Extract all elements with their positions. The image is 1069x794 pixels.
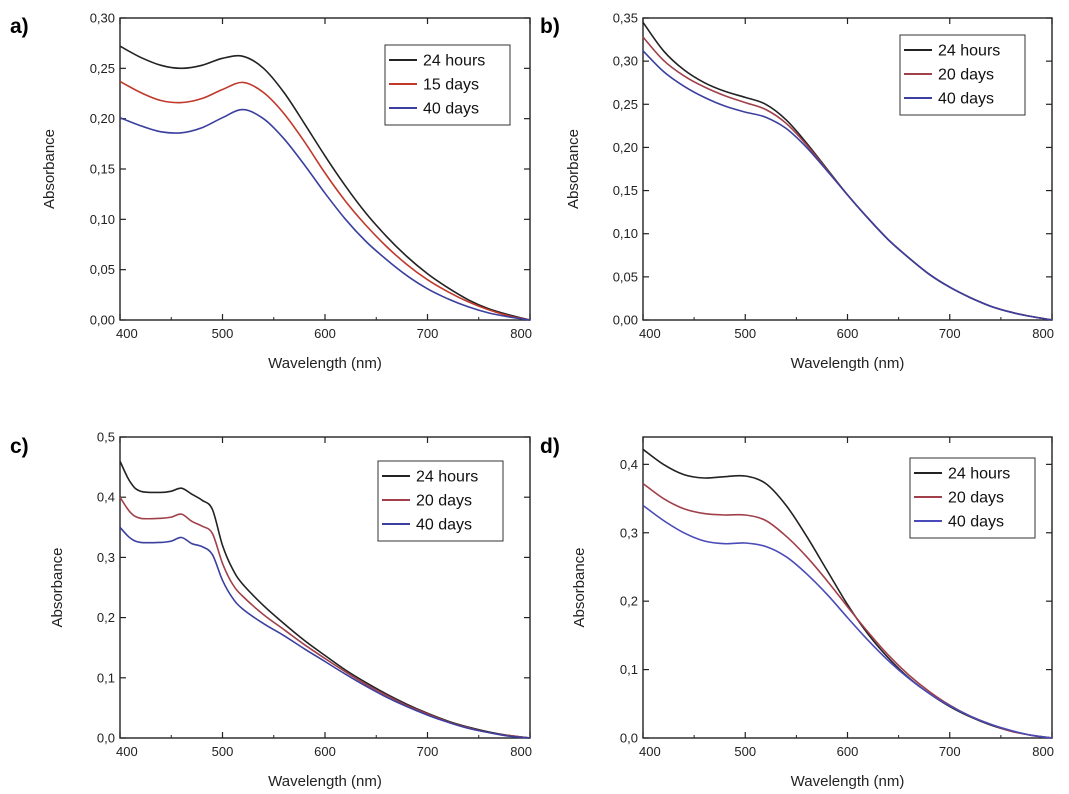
y-tick-label: 0,15 [613, 183, 638, 198]
y-tick-label: 0,00 [613, 313, 638, 328]
x-tick-label: 800 [1032, 744, 1054, 759]
y-tick-label: 0,10 [90, 212, 115, 227]
legend: 24 hours 20 days 40 days [909, 457, 1036, 539]
y-tick-label: 0,3 [620, 525, 638, 540]
panel-letter: a) [10, 15, 29, 38]
x-tick-label: 600 [314, 326, 336, 341]
series-line-3 [642, 504, 1053, 739]
chart-panel-3: c) 400 500 600 700 800 0,0 0,1 0,2 0,3 0,4 0,5 Wavel… [10, 430, 532, 791]
x-tick-label: 500 [212, 326, 234, 341]
legend: 24 hours 20 days 40 days [377, 460, 504, 542]
y-tick-label: 0,2 [620, 594, 638, 609]
y-tick-label: 0,2 [97, 610, 115, 625]
x-tick-label: 500 [212, 744, 234, 759]
y-tick-label: 0,15 [90, 162, 115, 177]
x-tick-label: 400 [639, 326, 661, 341]
x-tick-label: 600 [837, 744, 859, 759]
y-tick-label: 0,20 [90, 111, 115, 126]
legend: 24 hours 20 days 40 days [899, 34, 1026, 116]
x-tick-label: 400 [116, 326, 138, 341]
y-tick-label: 0,30 [613, 54, 638, 69]
series-line-3 [642, 50, 1053, 321]
y-tick-label: 0,4 [620, 457, 638, 472]
legend-label: 20 days [948, 490, 1004, 507]
legend-label: 24 hours [423, 53, 485, 70]
y-tick-label: 0,0 [620, 731, 638, 746]
x-tick-label: 400 [116, 744, 138, 759]
y-tick-label: 0,00 [90, 313, 115, 328]
y-tick-label: 0,1 [620, 662, 638, 677]
y-tick-label: 0,30 [90, 11, 115, 26]
legend-label: 15 days [423, 77, 479, 94]
legend-label: 40 days [416, 517, 472, 534]
x-tick-label: 700 [417, 326, 439, 341]
y-axis-title: Absorbance [41, 129, 58, 209]
x-tick-label: 800 [510, 744, 532, 759]
y-tick-label: 0,1 [97, 670, 115, 685]
legend-label: 40 days [423, 101, 479, 118]
x-axis-title: Wavelength (nm) [791, 773, 905, 790]
y-tick-label: 0,25 [90, 61, 115, 76]
chart-panel-4: d) 400 500 600 700 800 0,0 0,1 0,2 0,3 0,4 Waveleng… [540, 435, 1054, 790]
x-tick-label: 700 [939, 326, 961, 341]
legend-label: 40 days [948, 514, 1004, 531]
x-tick-label: 700 [939, 744, 961, 759]
y-axis-title: Absorbance [565, 129, 582, 209]
y-tick-label: 0,4 [97, 490, 115, 505]
legend-label: 24 hours [948, 466, 1010, 483]
chart-panel-2: b) 400 500 600 700 800 0,00 0,05 0,10 0,15 0,20 0,2… [540, 11, 1054, 373]
legend: 24 hours 15 days 40 days [384, 44, 511, 126]
y-axis-title: Absorbance [571, 547, 588, 627]
y-axis-title: Absorbance [49, 547, 66, 627]
legend-label: 40 days [938, 91, 994, 108]
x-axis-title: Wavelength (nm) [268, 773, 382, 790]
x-tick-label: 500 [734, 744, 756, 759]
panel-letter: b) [540, 15, 560, 38]
legend-label: 20 days [416, 493, 472, 510]
x-tick-label: 800 [1032, 326, 1054, 341]
y-tick-label: 0,05 [90, 262, 115, 277]
x-tick-label: 700 [417, 744, 439, 759]
legend-label: 24 hours [938, 43, 1000, 60]
chart-panel-1: a) 400 500 600 700 800 0,00 0,05 0,10 0,15 0,20 0,2… [10, 11, 532, 373]
y-tick-label: 0,0 [97, 731, 115, 746]
y-tick-label: 0,10 [613, 226, 638, 241]
y-tick-label: 0,5 [97, 430, 115, 445]
legend-label: 20 days [938, 67, 994, 84]
series-line-3 [119, 526, 531, 739]
x-tick-label: 800 [510, 326, 532, 341]
x-tick-label: 400 [639, 744, 661, 759]
x-axis-title: Wavelength (nm) [268, 355, 382, 372]
x-axis-title: Wavelength (nm) [791, 355, 905, 372]
panel-letter: d) [540, 435, 560, 458]
series-line-3 [119, 108, 531, 321]
series-line-1 [119, 45, 531, 321]
x-tick-label: 600 [837, 326, 859, 341]
panel-letter: c) [10, 435, 29, 458]
legend-label: 24 hours [416, 469, 478, 486]
x-tick-label: 500 [734, 326, 756, 341]
y-tick-label: 0,20 [613, 140, 638, 155]
x-tick-label: 600 [314, 744, 336, 759]
y-tick-label: 0,3 [97, 550, 115, 565]
y-tick-label: 0,25 [613, 97, 638, 112]
y-tick-label: 0,05 [613, 269, 638, 284]
series-line-2 [119, 80, 531, 321]
y-tick-label: 0,35 [613, 11, 638, 26]
